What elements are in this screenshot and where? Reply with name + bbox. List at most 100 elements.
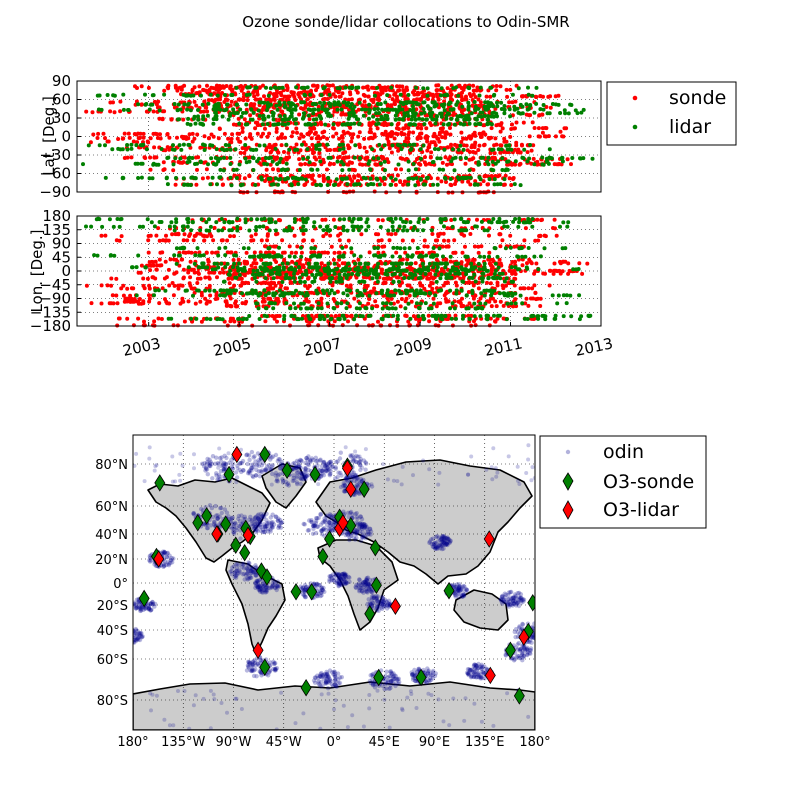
sonde-point xyxy=(95,136,100,140)
lidar-point xyxy=(350,219,355,224)
lidar-point xyxy=(227,220,232,225)
lidar-point xyxy=(157,220,162,224)
sonde-point xyxy=(240,129,245,134)
sonde-point xyxy=(381,123,386,127)
lidar-point xyxy=(296,182,301,187)
lidar-point xyxy=(453,155,458,160)
lidar-point xyxy=(284,161,289,166)
lidar-point xyxy=(308,108,313,112)
sonde-point xyxy=(386,139,391,144)
lidar-point xyxy=(444,261,449,266)
lidar-point xyxy=(295,147,300,152)
lidar-point xyxy=(353,261,357,266)
lidar-point xyxy=(247,92,252,97)
lidar-point xyxy=(411,162,416,166)
lidar-point xyxy=(500,168,505,172)
sonde-point xyxy=(478,100,483,105)
lidar-point xyxy=(434,261,439,266)
lidar-point xyxy=(441,167,446,172)
sonde-point xyxy=(532,271,537,276)
sonde-point xyxy=(263,319,268,324)
sonde-point xyxy=(442,99,447,104)
lidar-point xyxy=(335,159,340,164)
lidar-point xyxy=(395,228,400,233)
lidar-point xyxy=(395,261,399,266)
sonde-point xyxy=(406,126,411,130)
sonde-point xyxy=(293,98,298,102)
sonde-point xyxy=(529,148,534,153)
sonde-point xyxy=(507,100,512,105)
sonde-point xyxy=(317,155,322,160)
lidar-point xyxy=(319,116,324,121)
lidar-point xyxy=(352,253,357,258)
lidar-point xyxy=(335,102,340,107)
sonde-point xyxy=(239,88,244,93)
sonde-point xyxy=(242,176,247,181)
sonde-point xyxy=(289,250,294,255)
lidar-point xyxy=(563,111,568,116)
lidar-point xyxy=(172,228,177,233)
sonde-point xyxy=(420,90,424,95)
sonde-point xyxy=(364,149,369,154)
lidar-point xyxy=(222,220,227,225)
sonde-point xyxy=(274,126,279,131)
lidar-point xyxy=(371,114,376,119)
lidar-point xyxy=(96,107,101,112)
sonde-point xyxy=(157,238,162,243)
sonde-point xyxy=(444,244,449,249)
lidar-point xyxy=(495,100,499,105)
sonde-point xyxy=(154,155,159,160)
sonde-point xyxy=(449,142,453,147)
lidar-point xyxy=(180,246,185,251)
sonde-point xyxy=(253,126,258,131)
sonde-point xyxy=(399,132,404,137)
lidar-point xyxy=(418,156,423,161)
lidar-point xyxy=(456,147,461,152)
sonde-point xyxy=(225,250,230,255)
lidar-point xyxy=(318,100,322,105)
lidar-point xyxy=(276,177,281,182)
lidar-point xyxy=(461,147,466,152)
lidar-point xyxy=(466,104,471,109)
sonde-point xyxy=(230,132,235,137)
sonde-point xyxy=(527,134,532,139)
lidar-point xyxy=(181,228,186,233)
lidar-point xyxy=(268,86,273,91)
sonde-point xyxy=(492,143,497,148)
sonde-point xyxy=(204,167,209,172)
sonde-point xyxy=(468,182,473,187)
sonde-point xyxy=(395,122,400,127)
lidar-point xyxy=(426,268,431,273)
lidar-point xyxy=(282,228,287,233)
sonde-point xyxy=(383,280,388,285)
sonde-point xyxy=(449,97,454,102)
lidar-point xyxy=(223,245,228,250)
lidar-point xyxy=(314,183,319,187)
lidar-point xyxy=(473,122,478,127)
lidar-point xyxy=(495,104,500,109)
sonde-point xyxy=(537,113,542,118)
lidar-point xyxy=(407,142,412,147)
sonde-point xyxy=(301,134,306,139)
lidar-point xyxy=(185,107,190,112)
sonde-point xyxy=(252,257,257,262)
sonde-point xyxy=(493,174,498,178)
sonde-point xyxy=(441,231,446,236)
lidar-point xyxy=(398,246,403,251)
lidar-point xyxy=(456,93,461,98)
lidar-point xyxy=(436,147,441,152)
sonde-point xyxy=(282,150,286,154)
lidar-point xyxy=(286,121,291,126)
sonde-point xyxy=(525,261,529,266)
sonde-point xyxy=(195,167,199,172)
sonde-point xyxy=(190,88,195,93)
lidar-point xyxy=(315,261,320,266)
sonde-point xyxy=(304,174,309,179)
sonde-point xyxy=(287,94,292,99)
sonde-point xyxy=(297,112,302,117)
sonde-point xyxy=(441,283,446,288)
sonde-point xyxy=(160,116,165,121)
sonde-point xyxy=(396,148,401,153)
sonde-point xyxy=(471,283,476,288)
lidar-point xyxy=(307,160,312,165)
